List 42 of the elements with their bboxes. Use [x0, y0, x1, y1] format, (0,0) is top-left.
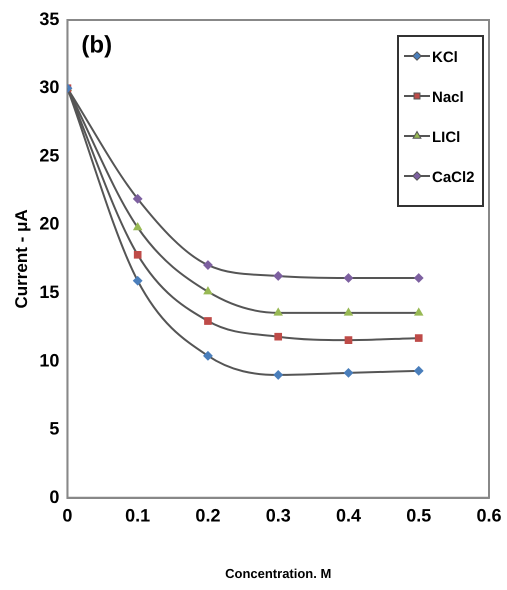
point: [203, 260, 212, 270]
y-tick-label: 0: [49, 486, 60, 507]
point: [344, 274, 353, 283]
point: [133, 276, 142, 286]
point: [344, 308, 353, 316]
point: [204, 317, 212, 325]
x-tick-label: 0.3: [266, 506, 291, 526]
x-tick-label: 0: [62, 506, 72, 526]
y-tick-label: 20: [39, 214, 60, 234]
y-tick-label: 5: [49, 418, 60, 439]
x-tick-label: 0.5: [406, 506, 432, 526]
point: [274, 370, 283, 380]
x-tick-label: 0.6: [476, 506, 502, 526]
point: [414, 366, 424, 376]
point: [274, 332, 282, 341]
legend-label: KCl: [432, 49, 458, 66]
point: [414, 274, 424, 283]
legend-label: LICl: [432, 129, 460, 146]
x-tick-label: 0.1: [125, 506, 150, 526]
y-tick-label: 15: [39, 282, 60, 302]
point: [414, 334, 423, 342]
point: [274, 308, 282, 316]
y-axis-title: Current - μA: [12, 209, 31, 308]
point: [134, 223, 142, 230]
point: [203, 351, 212, 360]
legend-label: CaCl2: [432, 169, 475, 186]
point: [274, 271, 283, 280]
point: [133, 194, 142, 204]
point: [204, 287, 212, 294]
y-tick-label: 35: [39, 8, 60, 29]
y-tick-label: 30: [39, 77, 60, 98]
point: [344, 336, 352, 344]
x-axis-title: Concentration. M: [225, 566, 332, 581]
y-tick-label: 25: [39, 145, 60, 166]
annotation: (b): [81, 32, 112, 59]
x-tick-label: 0.2: [195, 506, 220, 526]
x-tick-label: 0.4: [336, 506, 361, 526]
y-tick-label: 10: [39, 350, 60, 370]
point: [134, 250, 142, 259]
legend-label: Nacl: [432, 89, 464, 106]
point: [344, 368, 353, 378]
point: [414, 308, 423, 316]
